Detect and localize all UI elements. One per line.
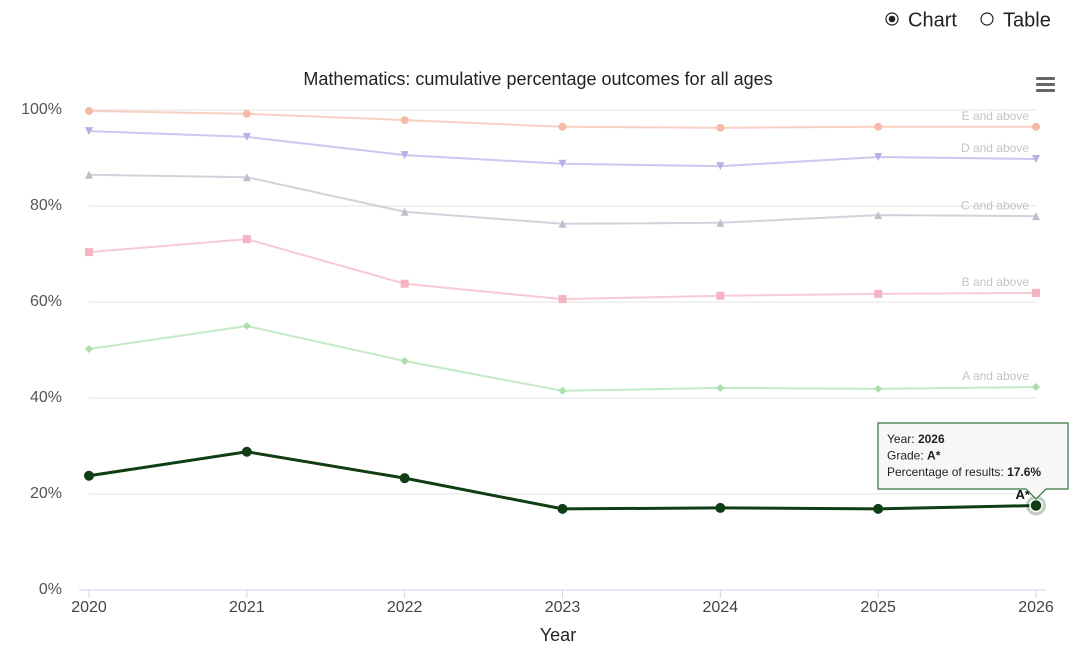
line	[88, 324, 1037, 392]
point	[874, 384, 883, 393]
point	[85, 127, 93, 136]
point	[874, 122, 883, 131]
series-label: C and above	[961, 198, 1029, 212]
point	[715, 502, 726, 513]
point	[399, 473, 410, 484]
point	[873, 503, 884, 514]
point	[716, 162, 725, 171]
x-tick-label: 2023	[545, 599, 581, 616]
tooltip-line: Grade: A*	[887, 449, 941, 463]
point	[242, 322, 251, 330]
point	[85, 170, 93, 179]
menu-button[interactable]	[1036, 77, 1055, 92]
point	[874, 289, 883, 298]
point	[874, 211, 883, 220]
tooltip-value: 2026	[918, 432, 945, 446]
tooltip-label: Year:	[887, 432, 915, 446]
point	[242, 173, 251, 182]
point	[400, 357, 409, 366]
point	[1032, 288, 1040, 297]
point	[558, 159, 567, 168]
point	[400, 279, 409, 288]
point	[85, 248, 93, 257]
point	[85, 106, 93, 115]
tooltip-line: Percentage of results: 17.6%	[887, 465, 1041, 479]
tooltip-value: 17.6%	[1007, 465, 1041, 479]
y-tick-label: 60%	[30, 293, 62, 310]
tooltip-value: A*	[927, 449, 941, 463]
point	[874, 153, 883, 162]
radio-dot	[888, 15, 896, 23]
point	[716, 291, 725, 300]
point	[400, 151, 409, 160]
point	[716, 218, 725, 227]
chart-title: Mathematics: cumulative percentage outco…	[303, 69, 772, 89]
point	[1032, 154, 1040, 163]
point	[85, 345, 93, 354]
x-tick-label: 2025	[860, 599, 896, 616]
x-tick-label: 2020	[71, 599, 107, 616]
point	[1029, 498, 1043, 513]
point	[558, 122, 567, 131]
series: B and above	[88, 238, 1037, 301]
tooltip-label: Percentage of results:	[887, 465, 1004, 479]
radio[interactable]	[980, 12, 994, 26]
line	[88, 173, 1037, 225]
point	[1032, 122, 1040, 131]
point	[716, 383, 725, 392]
radio-label[interactable]: Chart	[908, 9, 957, 31]
point	[1032, 382, 1040, 391]
point	[242, 132, 251, 141]
series-label: D and above	[961, 141, 1029, 155]
point	[242, 109, 251, 118]
view-toggle: Chart Table	[885, 9, 1051, 31]
tooltip-label: Grade:	[887, 449, 924, 463]
y-tick-label: 40%	[30, 389, 62, 406]
x-tick-label: 2026	[1018, 599, 1054, 616]
y-tick-label: 20%	[30, 485, 62, 502]
series-label: A and above	[962, 369, 1029, 383]
series-label: E and above	[962, 109, 1030, 123]
point	[400, 116, 409, 125]
line	[88, 238, 1037, 301]
x-tick-label: 2022	[387, 599, 423, 616]
x-axis-title: Year	[540, 625, 576, 645]
tooltip: Year: 2026 Grade: A* Percentage of results…	[877, 422, 1069, 500]
point	[558, 295, 567, 304]
point	[716, 123, 725, 132]
tooltip-line: Year: 2026	[887, 432, 945, 446]
y-tick-label: 100%	[21, 101, 62, 118]
point	[84, 470, 94, 481]
x-tick-label: 2024	[703, 599, 739, 616]
point	[241, 446, 252, 457]
point	[1032, 212, 1040, 221]
tooltip-box	[877, 422, 1069, 500]
series-label: B and above	[962, 275, 1030, 289]
point	[242, 235, 251, 244]
series: A and above	[88, 324, 1037, 392]
series: C and above	[88, 173, 1037, 225]
point	[400, 207, 409, 216]
radio-label[interactable]: Table	[1003, 9, 1051, 31]
point	[558, 219, 567, 228]
y-tick-label: 80%	[30, 197, 62, 214]
x-tick-label: 2021	[229, 599, 265, 616]
point	[557, 503, 568, 514]
point	[558, 386, 567, 395]
y-tick-label: 0%	[39, 581, 62, 598]
